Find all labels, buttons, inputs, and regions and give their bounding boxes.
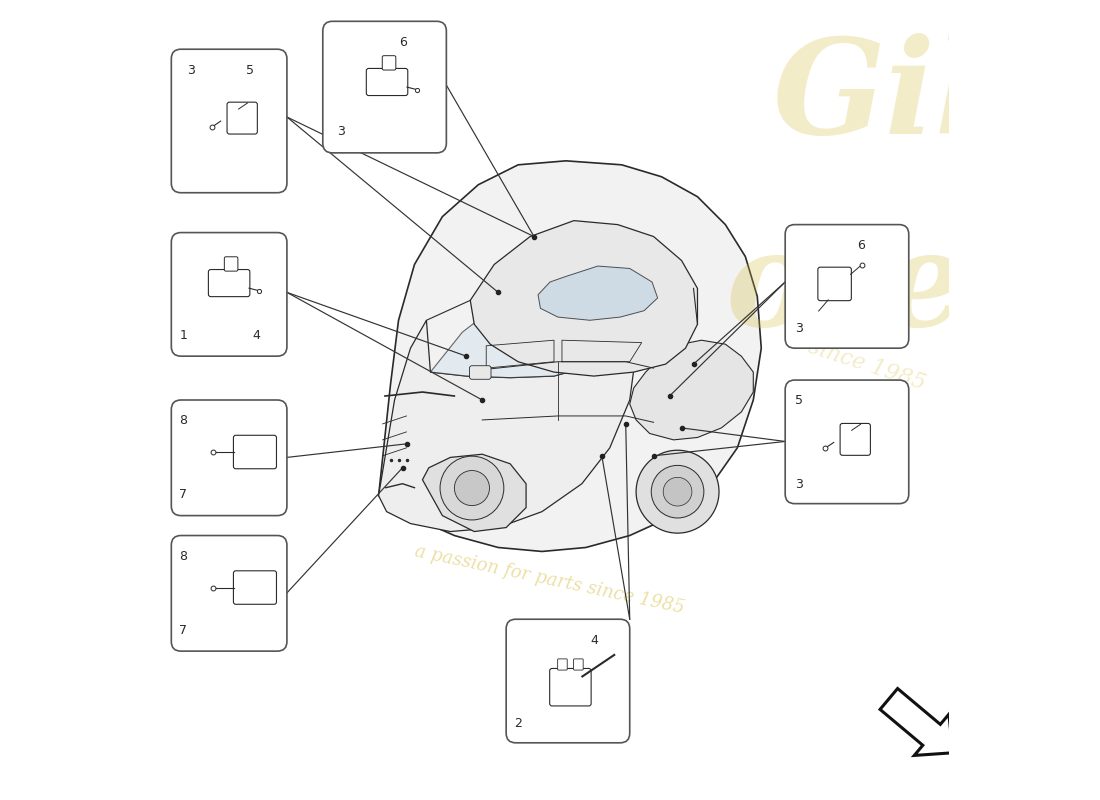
- FancyBboxPatch shape: [322, 22, 447, 153]
- FancyBboxPatch shape: [224, 257, 238, 271]
- FancyBboxPatch shape: [233, 571, 276, 604]
- Text: since 1985: since 1985: [805, 336, 928, 395]
- Text: 5: 5: [246, 63, 254, 77]
- Circle shape: [651, 466, 704, 518]
- Polygon shape: [422, 454, 526, 531]
- FancyBboxPatch shape: [470, 366, 491, 379]
- FancyBboxPatch shape: [233, 435, 276, 469]
- Polygon shape: [378, 320, 638, 531]
- Text: 7: 7: [179, 623, 187, 637]
- FancyBboxPatch shape: [172, 400, 287, 515]
- Text: 3: 3: [337, 126, 345, 138]
- FancyBboxPatch shape: [172, 535, 287, 651]
- FancyBboxPatch shape: [785, 225, 909, 348]
- Circle shape: [454, 470, 490, 506]
- FancyBboxPatch shape: [818, 267, 851, 301]
- Polygon shape: [629, 340, 754, 440]
- Text: 6: 6: [857, 239, 865, 252]
- FancyBboxPatch shape: [550, 669, 591, 706]
- Polygon shape: [378, 161, 761, 551]
- Text: 8: 8: [179, 550, 187, 563]
- FancyBboxPatch shape: [383, 56, 396, 70]
- FancyBboxPatch shape: [573, 659, 583, 670]
- Text: 6: 6: [399, 36, 407, 49]
- Text: 5: 5: [794, 394, 803, 407]
- FancyBboxPatch shape: [558, 659, 568, 670]
- Text: 4: 4: [591, 634, 598, 646]
- Polygon shape: [538, 266, 658, 320]
- Circle shape: [663, 478, 692, 506]
- Polygon shape: [880, 689, 953, 755]
- Text: 3: 3: [794, 322, 803, 335]
- FancyBboxPatch shape: [785, 380, 909, 504]
- Text: 3: 3: [794, 478, 803, 490]
- FancyBboxPatch shape: [227, 102, 257, 134]
- FancyBboxPatch shape: [366, 69, 408, 95]
- FancyBboxPatch shape: [840, 423, 870, 455]
- FancyBboxPatch shape: [506, 619, 629, 743]
- Text: 3: 3: [187, 63, 195, 77]
- Polygon shape: [430, 292, 638, 378]
- Circle shape: [636, 450, 719, 533]
- Text: a passion for parts since 1985: a passion for parts since 1985: [414, 542, 686, 617]
- FancyBboxPatch shape: [172, 50, 287, 193]
- Circle shape: [440, 456, 504, 520]
- Text: 4: 4: [252, 329, 260, 342]
- FancyBboxPatch shape: [208, 270, 250, 297]
- Text: 7: 7: [179, 488, 187, 501]
- Polygon shape: [471, 221, 697, 376]
- Text: 1: 1: [179, 329, 187, 342]
- Text: 8: 8: [179, 414, 187, 427]
- FancyBboxPatch shape: [172, 233, 287, 356]
- Text: ores: ores: [725, 225, 1042, 354]
- Text: 2: 2: [514, 717, 522, 730]
- Text: Gil: Gil: [773, 34, 987, 162]
